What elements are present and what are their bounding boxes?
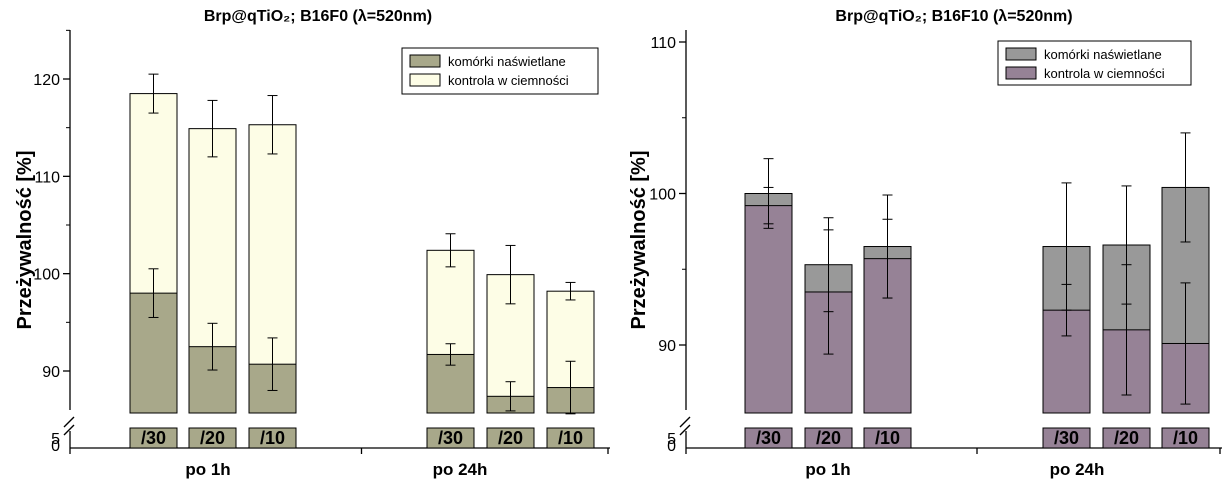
chart2-legend-swatch (1005, 47, 1037, 61)
chart1-title: Brp@qTiO₂; B16F0 (λ=520nm) (204, 8, 432, 25)
chart1-error-bar-dark (148, 73, 159, 114)
chart2-y-tick-label: 90 (658, 338, 676, 355)
chart2-bar-stub-overlay (804, 427, 853, 449)
chart2-bar-stub-overlay (1042, 427, 1091, 449)
chart1-category-label: /10 (260, 428, 285, 448)
chart1-bar-stub-overlay (426, 427, 475, 449)
chart1-error-bar-dark (207, 99, 218, 158)
chart1-group-label: po 1h (185, 460, 230, 479)
chart2-category-label: /30 (1054, 428, 1079, 448)
chart1-y-tick-label: 110 (34, 169, 60, 186)
chart1-y-low-tick-label: 0 (51, 438, 60, 455)
chart1-y-axis-label: Przeżywalność [%] (14, 151, 36, 330)
chart2-bar-stub-overlay (744, 427, 793, 449)
chart1-bar-stub-overlay (248, 427, 297, 449)
chart2-category-label: /10 (1173, 428, 1198, 448)
chart1-legend-swatch (409, 54, 441, 68)
chart2-bar-stub-overlay (1161, 427, 1210, 449)
chart1-error-bar-dark (505, 244, 516, 305)
chart1-error-bar-illuminated (267, 337, 278, 391)
chart2-category-label: /30 (756, 428, 781, 448)
chart2-y-tick-label: 100 (649, 187, 676, 204)
chart2-axis-break (679, 416, 691, 436)
chart2-error-bar-dark (1180, 282, 1191, 405)
chart1-bar-stub-overlay (486, 427, 535, 449)
chart1-error-bar-dark (267, 95, 278, 155)
chart1-bar-illuminated (188, 346, 237, 414)
chart2-y-tick-label: 110 (650, 35, 676, 52)
chart1-category-label: /20 (200, 428, 225, 448)
chart2-group-label: po 1h (805, 460, 850, 479)
chart2-title: Brp@qTiO₂; B16F10 (λ=520nm) (835, 8, 1072, 25)
chart2-legend-label: komórki naświetlane (1044, 47, 1162, 62)
chart1-legend: komórki naświetlane kontrola w ciemności (401, 47, 599, 95)
chart1-error-bar-illuminated (207, 322, 218, 371)
chart2-bar-stub-overlay (1102, 427, 1151, 449)
chart1-category-label: /30 (438, 428, 463, 448)
chart2-legend-label: kontrola w ciemności (1044, 66, 1165, 81)
chart2-bar-dark (744, 205, 793, 414)
chart2-legend: komórki naświetlane kontrola w ciemności (997, 40, 1192, 86)
chart2-group-label: po 24h (1050, 460, 1105, 479)
chart1-y-low-tick-label: 5 (51, 431, 60, 448)
chart2-bar-stub-overlay (863, 427, 912, 449)
chart1-axis-break (63, 416, 75, 436)
chart1-y-tick-label: 90 (42, 364, 60, 381)
chart2-category-label: /20 (816, 428, 841, 448)
chart1-y-tick-label: 100 (33, 267, 60, 284)
chart1-legend-swatch (409, 73, 441, 87)
chart2-category-label: /20 (1114, 428, 1139, 448)
chart1-error-bar-illuminated (148, 268, 159, 318)
chart1-category-label: /30 (141, 428, 166, 448)
chart2-error-bar-illuminated (1180, 132, 1191, 243)
chart2-y-low-tick-label: 0 (667, 438, 676, 455)
chart1-bar-stub-overlay (546, 427, 595, 449)
chart1-error-bar-illuminated (445, 343, 456, 366)
chart1-legend-label: kontrola w ciemności (448, 73, 569, 88)
chart1-error-bar-illuminated (505, 381, 516, 412)
chart1-group-label: po 24h (433, 460, 488, 479)
chart2-error-bar-dark (1121, 264, 1132, 396)
chart2-error-bar-dark (763, 186, 774, 225)
chart2-legend-swatch (1005, 66, 1037, 80)
chart2-y-axis-label: Przeżywalność [%] (628, 151, 650, 330)
chart1-error-bar-illuminated (565, 360, 576, 415)
chart1-category-label: /10 (558, 428, 583, 448)
chart2-y-low-tick-label: 5 (667, 431, 676, 448)
chart1-error-bar-dark (565, 281, 576, 301)
chart1-legend-label: komórki naświetlane (448, 54, 566, 69)
chart2-error-bar-dark (823, 229, 834, 355)
chart2-error-bar-dark (882, 218, 893, 299)
chart1-error-bar-dark (445, 233, 456, 268)
chart1-category-label: /20 (498, 428, 523, 448)
chart1-y-tick-label: 120 (33, 72, 60, 89)
chart2-error-bar-dark (1061, 283, 1072, 337)
chart1-bar-stub-overlay (129, 427, 178, 449)
chart2-category-label: /10 (875, 428, 900, 448)
chart1-bar-illuminated (426, 353, 475, 414)
chart1-bar-stub-overlay (188, 427, 237, 449)
